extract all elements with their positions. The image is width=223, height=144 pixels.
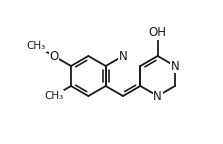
Text: N: N	[153, 90, 162, 103]
Text: N: N	[171, 59, 179, 72]
Text: CH₃: CH₃	[44, 91, 63, 101]
Text: N: N	[119, 50, 127, 62]
Text: OH: OH	[149, 26, 167, 39]
Text: CH₃: CH₃	[27, 41, 46, 51]
Text: O: O	[49, 50, 58, 62]
